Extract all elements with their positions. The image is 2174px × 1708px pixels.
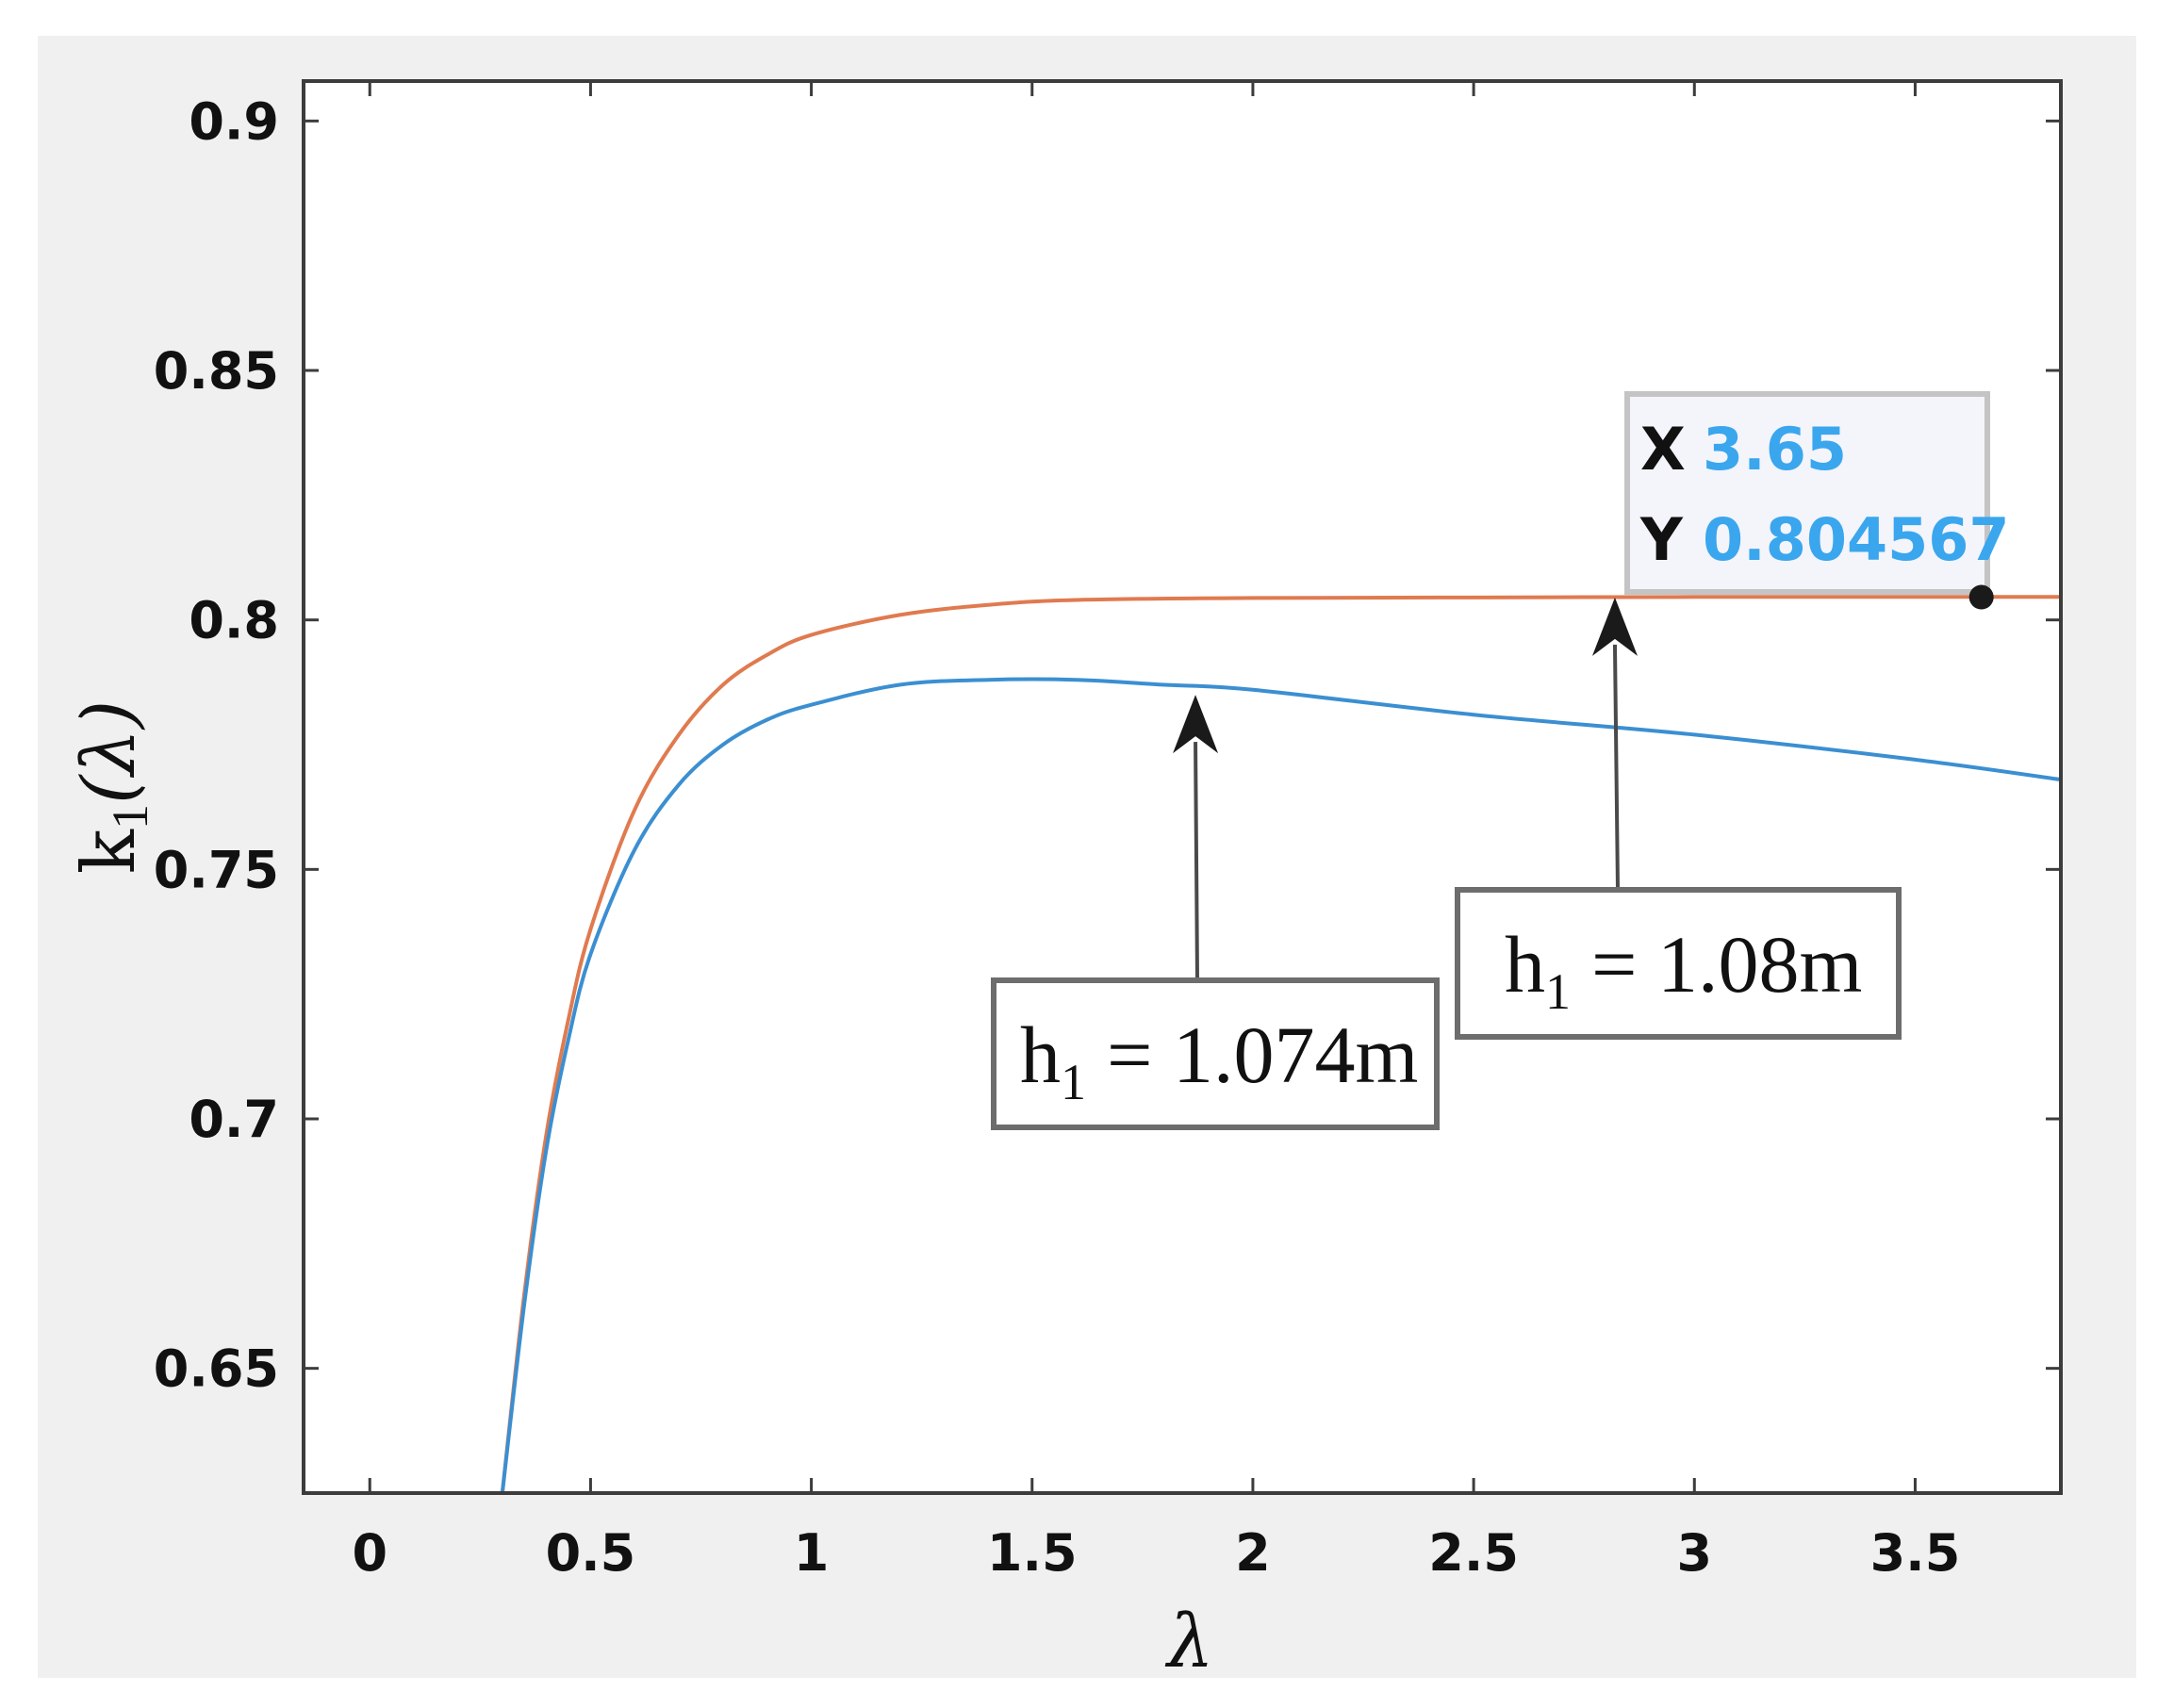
- y-axis-label-main: k: [67, 829, 152, 874]
- x-axis-label: λ: [1164, 1600, 1213, 1684]
- annotation-label: h1 = 1.08m: [1505, 919, 1862, 1020]
- datatip-y-key: Y: [1639, 505, 1684, 574]
- series-lines: [500, 595, 2061, 1493]
- datatip-marker: [1968, 584, 1994, 610]
- x-tick-label: 1: [794, 1523, 830, 1583]
- annotation-arrowhead: [1173, 695, 1219, 754]
- svg-text:k1(λ): k1(λ): [67, 700, 158, 875]
- series-line-0: [500, 595, 2061, 1493]
- plot-area: [304, 81, 2061, 1493]
- x-tick-label: 3: [1676, 1523, 1712, 1583]
- y-tick-label: 0.85: [154, 341, 279, 401]
- datatip-x-value: 3.65: [1703, 415, 1847, 484]
- annotation-arrowhead: [1591, 597, 1638, 656]
- x-tick-label: 0.5: [546, 1523, 636, 1583]
- annotation-box: [991, 977, 1440, 1130]
- x-tick-label: 2.5: [1428, 1523, 1519, 1583]
- annotation-arrow: [1612, 644, 1620, 891]
- x-tick-label: 0: [352, 1523, 387, 1583]
- y-tick-label: 0.65: [154, 1339, 279, 1399]
- ticks: 0 0.5 1 1.5 2 2.5 3 3.5 0.65 0.7 0.75 0.8 0.85 0.9: [154, 81, 2061, 1583]
- y-axis-label-sub: 1: [102, 804, 158, 829]
- series-line-1: [500, 677, 2061, 1493]
- annotation-arrow: [1194, 742, 1199, 981]
- datatip-box: [1624, 391, 1990, 595]
- x-tick-label: 3.5: [1870, 1523, 1961, 1583]
- y-tick-label: 0.9: [189, 91, 279, 151]
- datatip[interactable]: X 3.65 Y 0.804567: [1624, 391, 2010, 610]
- axes-box: [302, 79, 2063, 1495]
- annotation-box: [1455, 887, 1902, 1040]
- y-tick-label: 0.7: [189, 1090, 279, 1149]
- datatip-x-key: X: [1640, 415, 1686, 484]
- y-tick-label: 0.8: [189, 591, 279, 650]
- annotations: h1 = 1.074m h1 = 1.08m: [991, 597, 1902, 1130]
- x-tick-label: 2: [1235, 1523, 1271, 1583]
- datatip-y-value: 0.804567: [1703, 505, 2010, 574]
- y-tick-label: 0.75: [154, 840, 279, 899]
- y-axis-label: k1(λ): [67, 700, 158, 875]
- annotation-label: h1 = 1.074m: [1020, 1010, 1418, 1110]
- y-axis-label-arg: (λ): [67, 700, 152, 804]
- x-tick-label: 1.5: [987, 1523, 1078, 1583]
